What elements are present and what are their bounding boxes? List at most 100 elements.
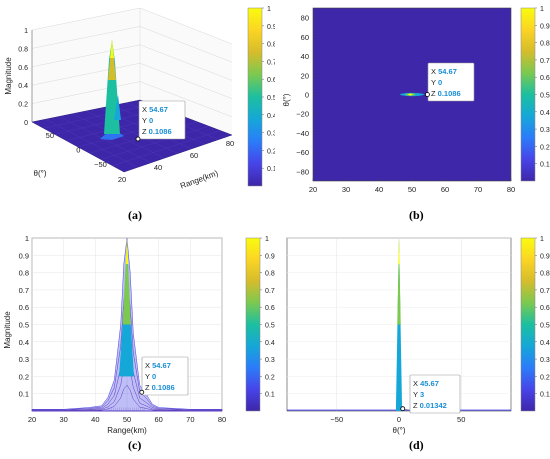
grid-line [31,26,141,49]
x-axis-label: Range(km) [107,426,147,435]
peak-mid [108,40,116,80]
side-lobe [114,95,121,120]
x-tick-label: 0 [397,415,401,424]
x-tick-label: 20 [309,185,317,194]
y-tick-label: −40 [296,129,309,138]
spike-mid [397,238,401,325]
datatip-marker [135,136,141,142]
x-tick-label: 20 [28,415,36,424]
y-tick-label: −20 [296,110,309,119]
y-tick-label: 0.3 [19,355,29,364]
datatip-row: Y 0 [431,78,442,87]
x-tick-label: 70 [186,415,194,424]
datatip-row: Z 0.1086 [145,383,175,392]
spike-top [398,238,400,264]
colorbar-tick-label: 0.6 [540,305,550,312]
colorbar-tick-label: 1 [267,6,271,13]
y-tick-label: 40 [301,52,309,61]
x-tick-label: 50 [457,415,465,424]
colorbar [520,237,536,412]
caption-b: (b) [409,208,424,222]
datatip-marker [400,406,406,412]
datatip-marker [139,389,145,395]
colorbar-tick-label: 0.2 [540,374,550,381]
grid-line [31,7,141,31]
profile-curve [31,384,223,412]
grid-line [139,44,233,81]
theta-tick-label: 0 [76,145,80,154]
mesh-line [100,126,210,160]
colorbar-tick-label: 0.4 [265,340,275,347]
y-tick-label: 80 [301,14,309,23]
mesh-line [112,130,221,166]
colorbar-tick-label: 0.2 [267,148,275,155]
y-tick-label: 1 [25,234,29,243]
theta-tick-label: 50 [46,131,54,140]
y-tick-label: 60 [301,33,309,42]
colorbar-tick-label: 0.3 [267,131,275,138]
x-tick-label: −50 [330,415,343,424]
x-tick-label: 80 [507,185,515,194]
datatip-box [427,62,475,102]
y-tick-label: 0.8 [19,269,29,278]
peak-top [125,238,129,264]
z-axis-label: Magnitude [4,57,13,95]
z-tick-label: 1 [24,28,28,35]
colorbar-tick-label: 1 [540,236,544,243]
y-tick-label: 0 [305,91,309,100]
x-tick-label: 50 [408,185,416,194]
colorbar-tick-label: 0.7 [540,288,550,295]
colorbar-tick-label: 0.5 [267,95,275,102]
grid-line [31,81,141,104]
y-tick-label: 0.5 [19,321,29,330]
datatip-box [409,374,461,414]
colorbar-tick-label: 0.5 [265,323,275,330]
range-tick-label: 20 [118,175,126,184]
colorbar [245,237,261,412]
y-tick-label: 0.6 [19,303,29,312]
y-tick-label: 0.7 [19,286,29,295]
panel-c: 20 30 40 50 60 70 80 0.1 0.2 0.3 0.4 0.5 0.6 0.7 0.8 0.… [0,230,275,459]
y-tick-label: −60 [296,148,309,157]
datatip-row: Z 0.01342 [413,401,447,410]
y-tick-label: 0.1 [19,390,29,399]
x-tick-label: 70 [474,185,482,194]
colorbar-tick-label: 1 [540,6,544,13]
datatip-row: X 54.67 [431,67,457,76]
grid-line [139,81,233,118]
colorbar-tick-label: 0.6 [267,77,275,84]
datatip-box [141,356,189,396]
colorbar-tick-label: 0.3 [265,357,275,364]
colorbar [520,7,536,182]
y-tick-label: −80 [296,167,309,176]
x-tick-label: 40 [91,415,99,424]
datatip-row: Z 0.1086 [431,89,461,98]
y-axis-label: Magnitude [3,311,12,349]
surface-plot: 0 0.2 0.4 0.6 0.8 1 Magnitude 20 40 60 80 Range(km)… [4,6,277,191]
colorbar-tick-label: 0.1 [540,392,550,399]
datatip-marker [425,92,430,97]
colorbar-tick-label: 0.8 [265,271,275,278]
x-tick-label: 30 [59,415,67,424]
colorbar-tick-label: 0.4 [540,110,550,117]
colorbar-tick-label: 0.3 [540,127,550,134]
colorbar-tick-label: 0.7 [265,288,275,295]
caption-a: (a) [128,208,142,222]
z-tick-label: 0.8 [18,46,28,53]
y-axis-label: θ(°) [282,93,291,106]
heatmap-peak-core [408,93,413,96]
colorbar-tick-label: 0.1 [540,162,550,169]
colorbar-tick-label: 0.4 [540,340,550,347]
colorbar [247,7,263,187]
range-tick-label: 40 [154,163,162,172]
grid-line [139,7,233,45]
colorbar-tick-label: 0.6 [265,305,275,312]
y-tick-label: 20 [301,71,309,80]
colorbar-tick-label: 0.4 [267,113,275,120]
colorbar-tick-label: 0.7 [267,59,275,66]
peak-top [110,40,114,58]
colorbar-tick-label: 0.1 [267,166,275,173]
y-tick-label: 0.2 [19,372,29,381]
peak-fill [119,324,134,377]
colorbar-tick-label: 0.9 [267,24,275,31]
